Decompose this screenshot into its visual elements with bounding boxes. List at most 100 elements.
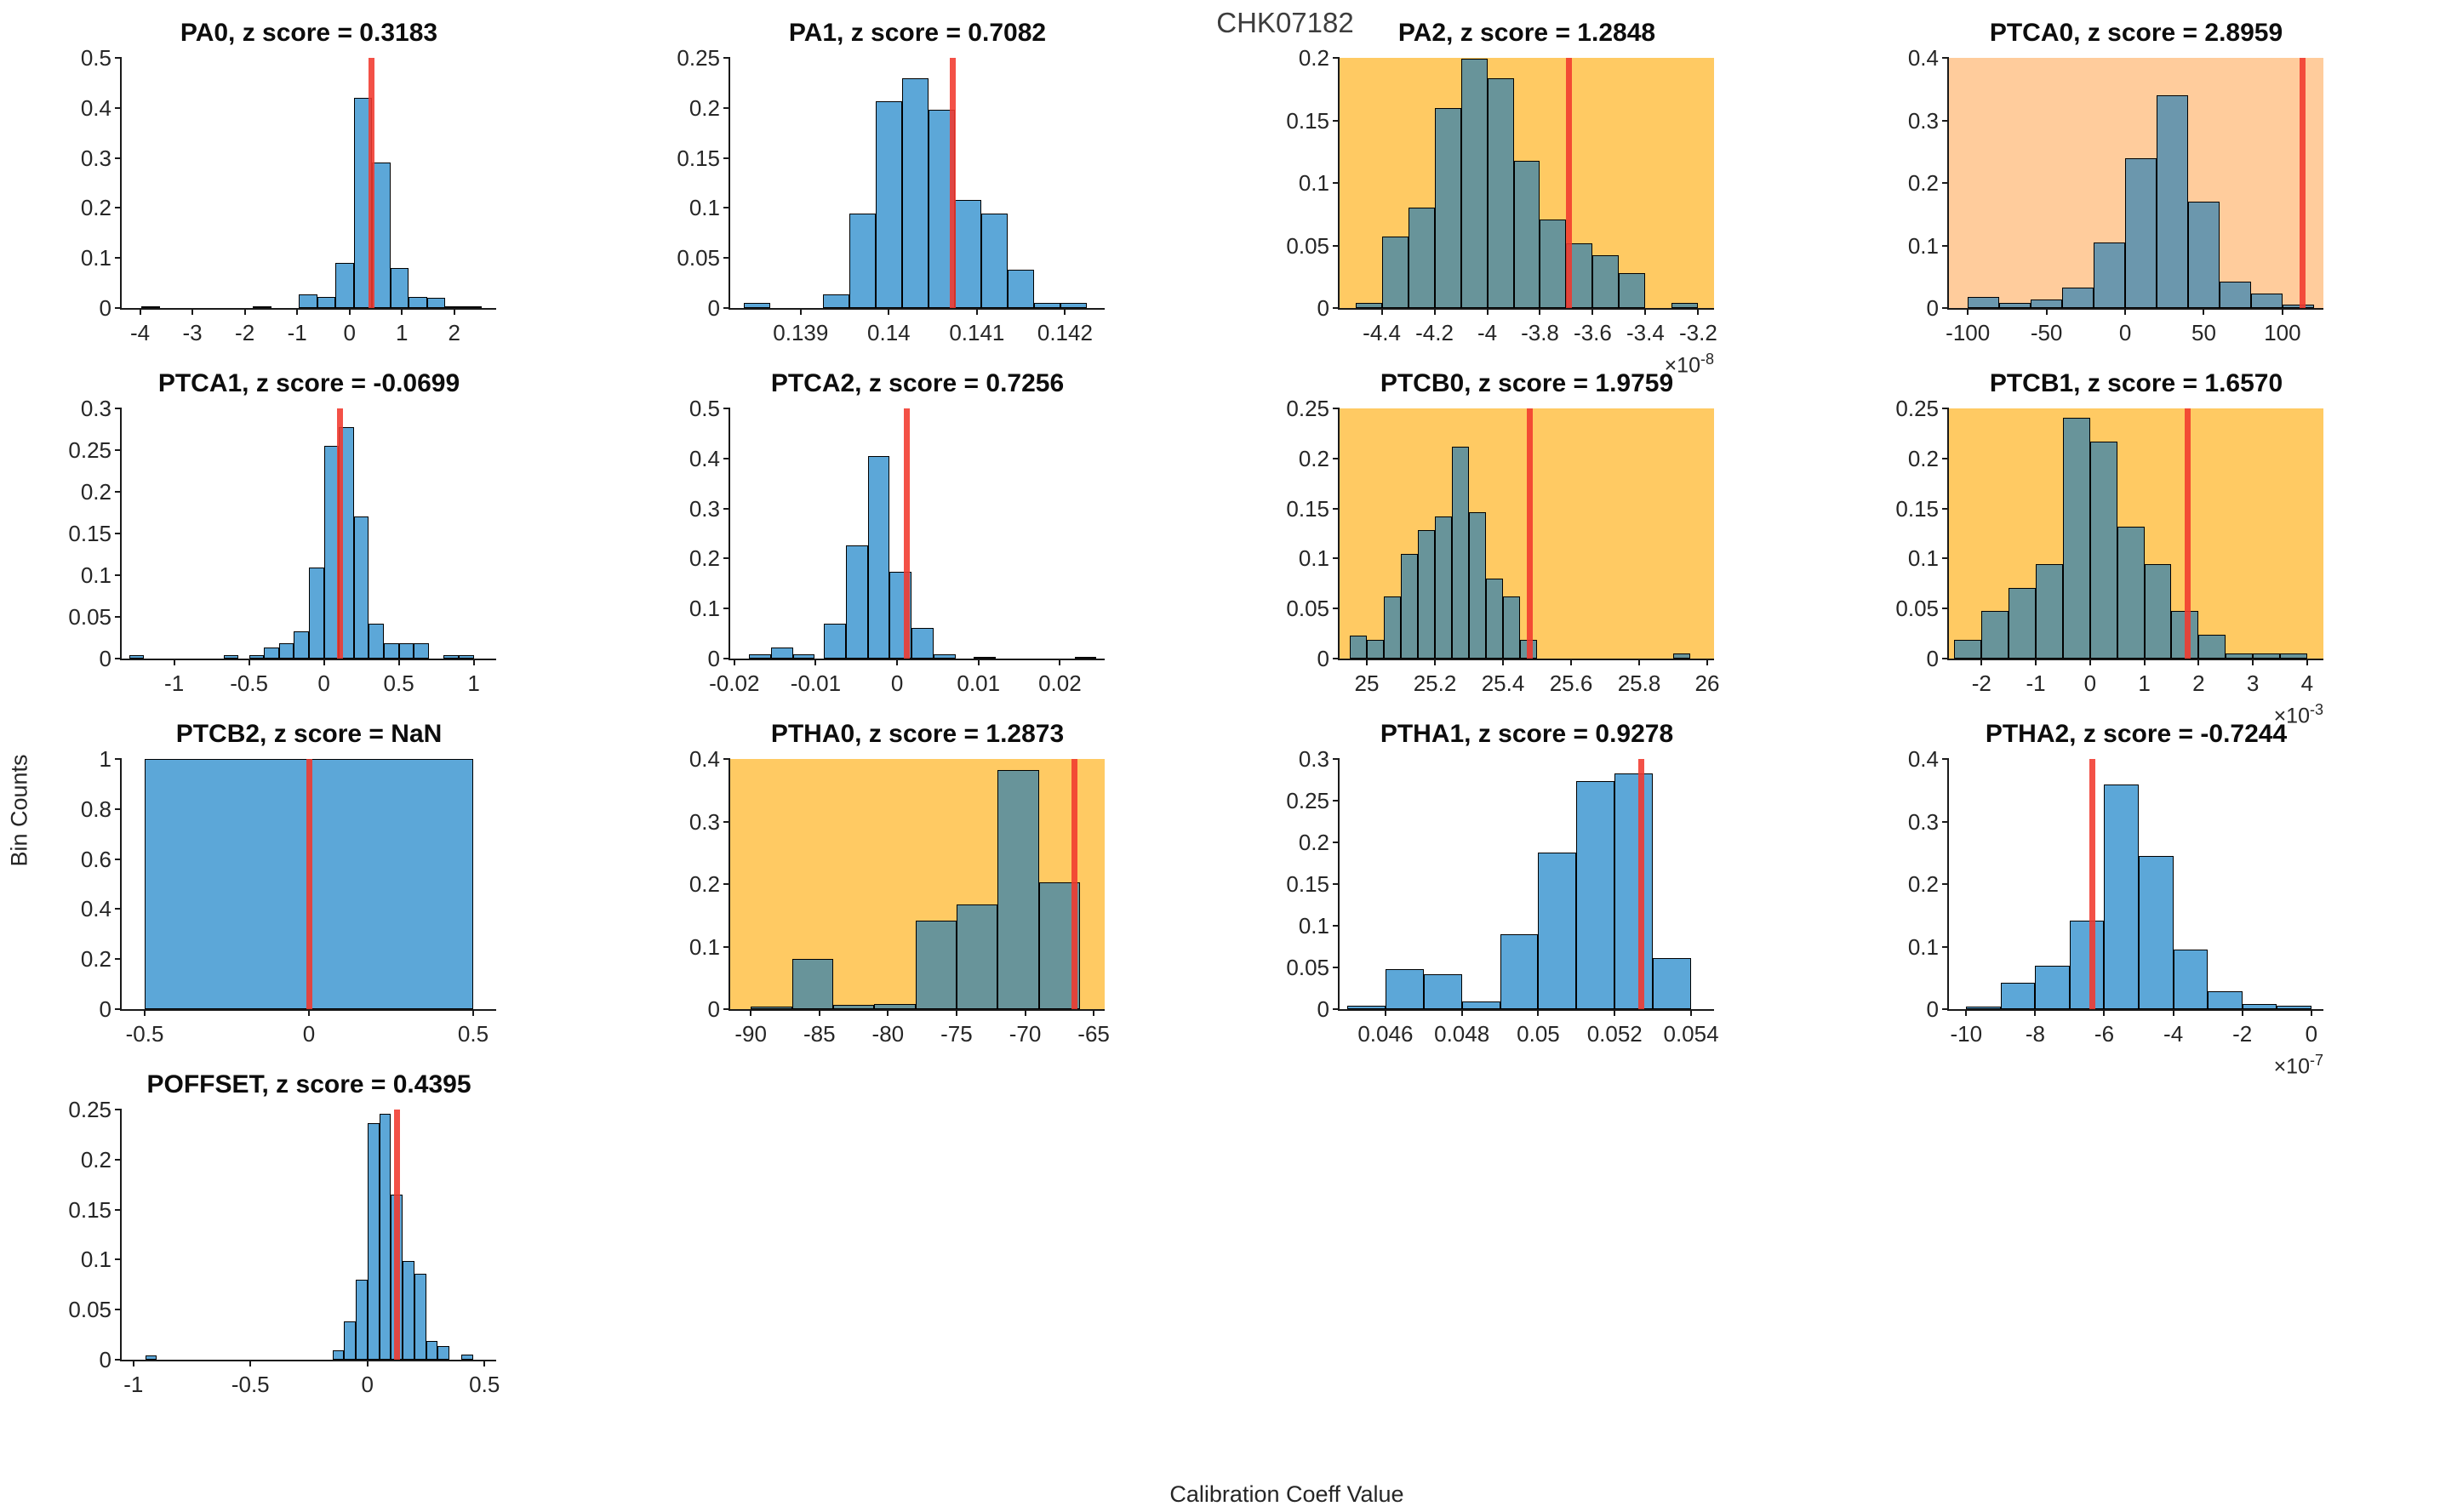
y-tick-label: 0	[99, 996, 111, 1022]
subplot-title: PTHA1, z score = 0.9278	[1380, 720, 1674, 748]
y-tick-mark	[115, 106, 122, 109]
y-tick-mark	[1333, 658, 1340, 659]
figure-title: CHK07182	[1216, 7, 1354, 38]
x-tick-label: -75	[940, 1021, 973, 1047]
x-tick-mark	[955, 1009, 957, 1016]
histogram-bar	[749, 654, 771, 659]
reference-line	[1638, 759, 1645, 1009]
histogram-bar	[414, 643, 429, 659]
y-tick-label: 0.1	[80, 1247, 111, 1273]
x-tick-mark	[472, 659, 475, 665]
x-tick-label: -3.6	[1574, 320, 1612, 345]
y-tick-mark	[115, 807, 122, 810]
y-tick-mark	[1942, 507, 1949, 510]
x-tick-mark	[733, 659, 735, 665]
y-tick-mark	[115, 1359, 122, 1361]
y-tick-mark	[1942, 457, 1949, 459]
x-axis-spine	[729, 1009, 1105, 1011]
x-tick-label: -2	[2232, 1021, 2253, 1047]
y-tick-mark	[115, 449, 122, 451]
histogram-bar	[356, 1279, 368, 1360]
x-tick-mark	[348, 308, 351, 315]
y-tick-label: 0.4	[80, 896, 111, 922]
x-axis-spine	[729, 308, 1105, 310]
x-tick-mark	[323, 659, 325, 665]
y-tick-label: 0.8	[80, 796, 111, 822]
histogram-bar	[2089, 441, 2117, 659]
y-tick-label: 0.2	[1298, 45, 1329, 71]
y-tick-label: 0.2	[1298, 830, 1329, 855]
y-tick-label: 0.1	[1298, 913, 1329, 939]
histogram-bar	[1381, 237, 1409, 308]
y-tick-label: 0	[1926, 295, 1939, 321]
x-tick-mark	[2103, 1009, 2106, 1016]
x-tick-label: 0.14	[867, 320, 911, 345]
histogram-bar	[2208, 991, 2243, 1009]
y-tick-mark	[1333, 608, 1340, 610]
y-tick-mark	[1942, 945, 1949, 948]
y-tick-mark	[1942, 1008, 1949, 1010]
subplot-PA2: -4.4 -4.2 -4 -3.8 -3.6 -3.4 -3.2 0 0.05 0.1 0.15 0.…	[1286, 19, 1717, 377]
histogram-bar	[1673, 653, 1690, 659]
reference-line	[904, 408, 911, 659]
histogram-bar	[145, 1355, 157, 1360]
y-tick-mark	[1333, 842, 1340, 843]
histogram-bar	[379, 1113, 391, 1360]
histogram-bar	[459, 655, 474, 659]
histogram-bar	[335, 263, 354, 308]
histogram-bar	[2144, 564, 2172, 659]
y-axis-spine	[729, 408, 730, 660]
y-tick-label: 0	[707, 295, 720, 321]
y-tick-mark	[723, 457, 730, 459]
y-tick-label: 0.3	[1907, 808, 1939, 835]
y-tick-label: 0.1	[689, 195, 720, 221]
reference-line	[1526, 408, 1533, 659]
x-tick-label: 25.4	[1481, 670, 1525, 696]
histogram-bar	[1346, 1006, 1386, 1009]
histogram-bar	[2000, 983, 2036, 1009]
x-axis-spine	[1338, 1009, 1714, 1011]
y-tick-mark	[1333, 119, 1340, 122]
histogram-bar	[249, 655, 265, 659]
y-tick-label: 0.1	[689, 933, 720, 960]
histogram-bar	[875, 100, 902, 308]
subplot-PTHA1: 0.046 0.048 0.05 0.052 0.054 0 0.05 0.1 0.15 0.2 0…	[1286, 720, 1718, 1047]
y-tick-mark	[115, 616, 122, 618]
y-tick-mark	[115, 533, 122, 534]
x-tick-mark	[1570, 659, 1572, 665]
x-tick-label: 0.05	[1517, 1021, 1560, 1047]
y-tick-mark	[723, 408, 730, 409]
y-tick-mark	[1942, 57, 1949, 59]
x-tick-mark	[1380, 308, 1383, 315]
histogram-bar	[344, 1321, 356, 1360]
histogram-bar	[264, 648, 279, 659]
x-tick-mark	[2089, 659, 2091, 665]
x-tick-mark	[1059, 659, 1061, 665]
y-tick-label: 0.05	[1286, 596, 1329, 622]
histogram-bar	[2062, 288, 2094, 308]
y-tick-label: 0.05	[677, 245, 720, 271]
subplot-title: PTCB0, z score = 1.9759	[1380, 369, 1674, 397]
x-tick-mark	[1093, 1009, 1095, 1016]
x-tick-label: 2	[448, 320, 460, 345]
x-axis-spine	[729, 659, 1105, 660]
histogram-bar	[367, 1123, 380, 1360]
x-tick-mark	[1486, 308, 1489, 315]
x-tick-mark	[1614, 1009, 1616, 1016]
x-tick-mark	[173, 659, 175, 665]
reference-line	[2300, 58, 2306, 308]
x-tick-label: 25.8	[1617, 670, 1661, 696]
histogram-bar	[1487, 77, 1514, 308]
x-tick-mark	[139, 308, 141, 315]
x-tick-label: 0.141	[949, 320, 1005, 345]
x-tick-mark	[2252, 659, 2254, 665]
y-tick-label: 0.3	[689, 808, 720, 835]
x-tick-mark	[366, 1360, 369, 1367]
histogram-bar	[1434, 107, 1461, 308]
y-tick-label: 0.15	[677, 145, 720, 171]
x-axis-spine	[120, 308, 496, 310]
y-tick-mark	[723, 106, 730, 109]
y-tick-label: 0.1	[1298, 545, 1329, 572]
x-tick-mark	[248, 659, 250, 665]
histogram-bar	[223, 655, 239, 659]
